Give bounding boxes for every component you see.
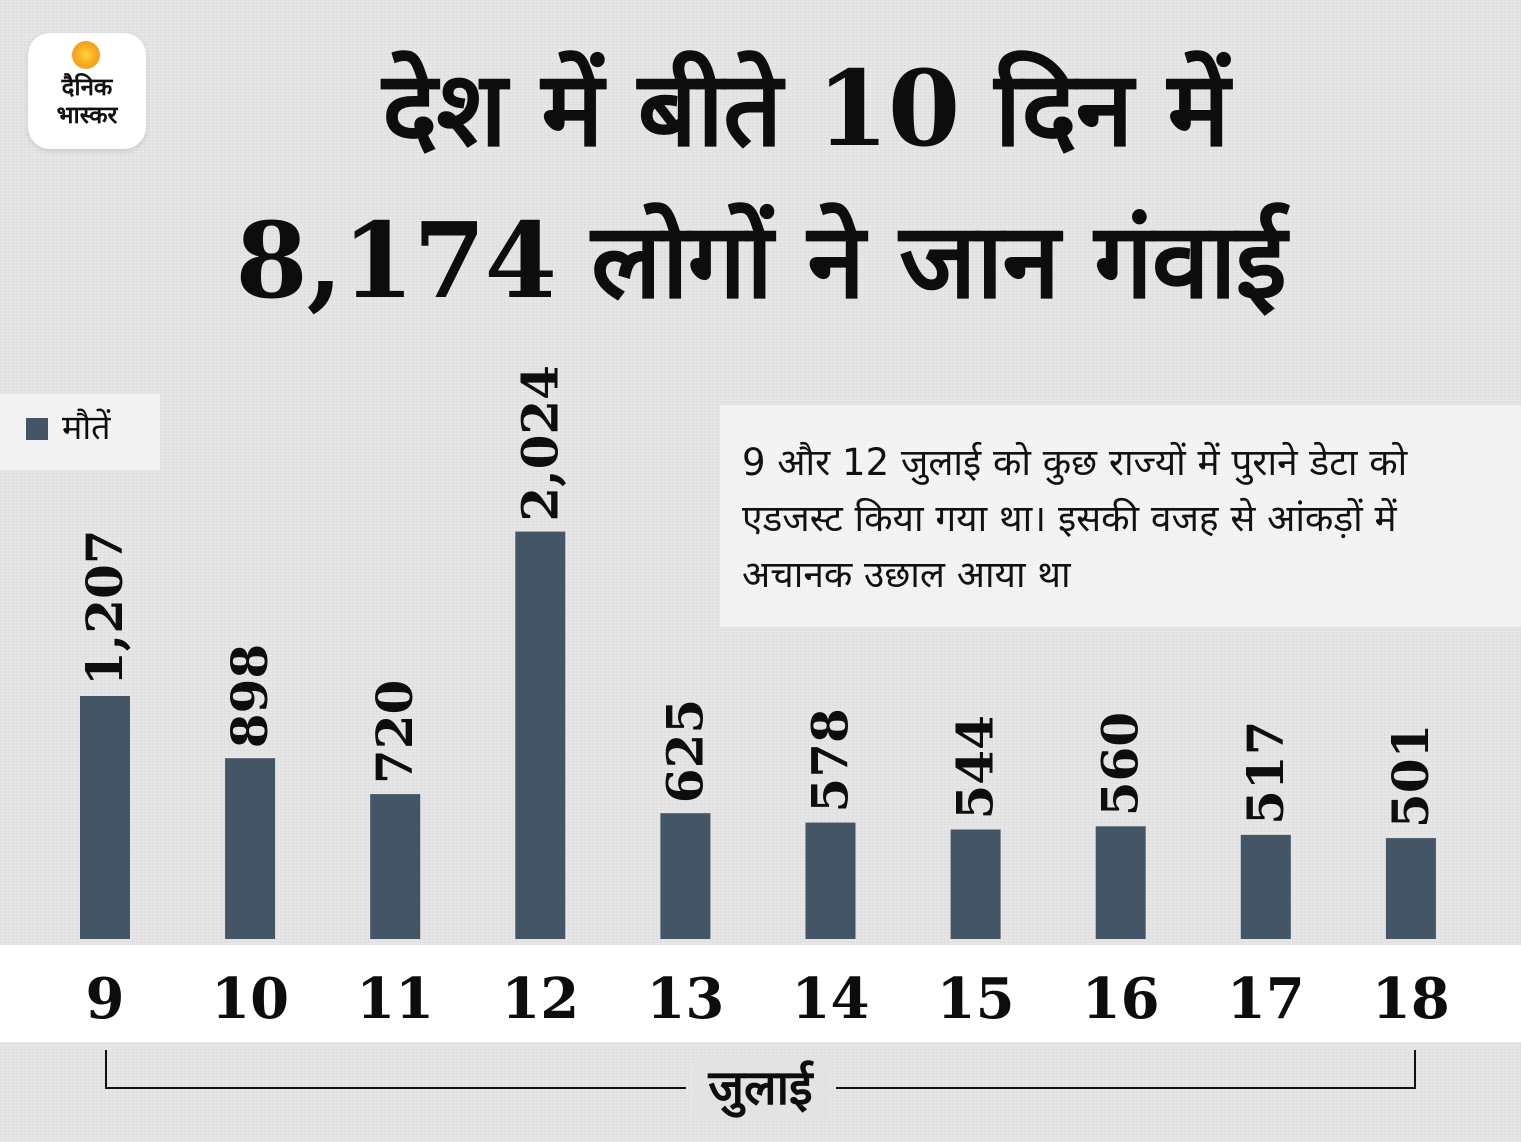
logo-text-line1: दैनिक (61, 73, 113, 101)
logo-text-line2: भास्कर (56, 101, 118, 129)
bar-11 (370, 794, 421, 939)
tick-label-18: 18 (1372, 966, 1450, 1032)
value-label-10: 898 (220, 644, 279, 748)
sun-icon (72, 41, 100, 69)
value-label-17: 517 (1236, 721, 1295, 825)
x-axis-title-wrap: जुलाई (0, 1058, 1521, 1118)
annotation-text: 9 और 12 जुलाई को कुछ राज्यों में पुराने … (742, 441, 1408, 596)
chart-title-line1: देश में बीते 10 दिन में (382, 47, 1230, 170)
tick-label-9: 9 (86, 966, 125, 1032)
x-axis-band (0, 945, 1521, 1042)
legend-swatch (26, 418, 48, 440)
chart-title-line2: 8,174 लोगों ने जान गंवाई (235, 199, 1286, 322)
x-axis-title: जुलाई (692, 1058, 829, 1118)
tick-label-14: 14 (792, 966, 870, 1032)
value-label-15: 544 (946, 715, 1005, 819)
bars-group (80, 531, 1436, 939)
tick-label-11: 11 (356, 966, 434, 1032)
tick-label-15: 15 (937, 966, 1015, 1032)
value-label-13: 625 (655, 699, 714, 803)
value-label-14: 578 (801, 708, 860, 812)
legend: मौतें (0, 394, 160, 470)
value-labels-group: 1,207 898 720 2,024 625 578 544 560 517 501 (75, 365, 1440, 828)
dainik-bhaskar-logo: दैनिक भास्कर (28, 33, 146, 149)
bar-17 (1240, 834, 1291, 939)
bar-14 (805, 822, 856, 939)
tick-label-12: 12 (501, 966, 579, 1032)
bar-12 (515, 531, 566, 939)
value-label-12: 2,024 (510, 365, 569, 522)
tick-label-13: 13 (646, 966, 724, 1032)
value-label-11: 720 (365, 680, 424, 784)
bar-9 (80, 696, 130, 939)
bar-16 (1095, 826, 1146, 939)
bar-15 (950, 829, 1001, 939)
value-label-18: 501 (1381, 724, 1440, 828)
legend-label: मौतें (62, 408, 111, 448)
tick-label-16: 16 (1082, 966, 1160, 1032)
annotation-box: 9 और 12 जुलाई को कुछ राज्यों में पुराने … (720, 405, 1521, 627)
bar-18 (1385, 838, 1436, 939)
tick-label-10: 10 (211, 966, 289, 1032)
x-axis-bracket (105, 1050, 1416, 1089)
bar-10 (225, 758, 276, 939)
bar-13 (660, 813, 711, 939)
value-label-16: 560 (1091, 712, 1150, 816)
tick-label-17: 17 (1227, 966, 1305, 1032)
value-label-9: 1,207 (75, 529, 134, 686)
tick-labels-group: 9 10 11 12 13 14 15 16 17 18 (86, 966, 1450, 1032)
